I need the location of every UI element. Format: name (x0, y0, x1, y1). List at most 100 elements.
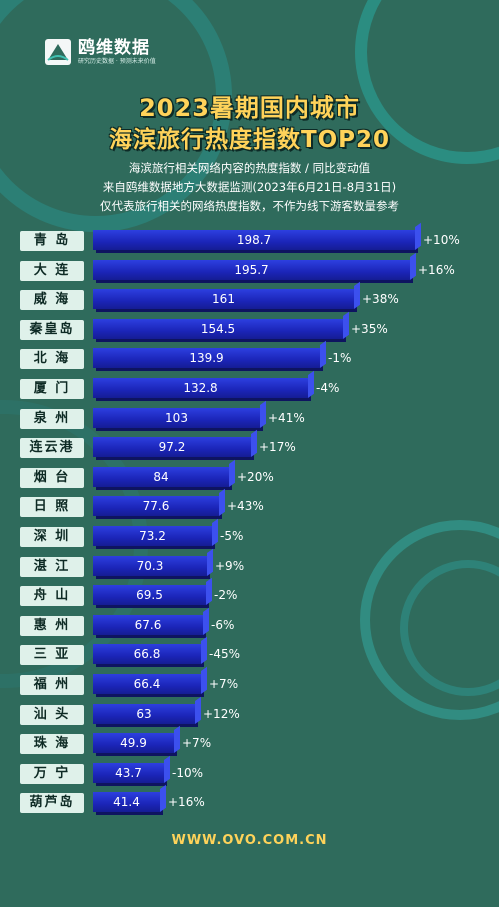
chart-row: 三 亚 66.8 -45% (0, 642, 499, 668)
chart-bar (93, 526, 212, 546)
city-label: 秦皇岛 (20, 319, 84, 340)
chart-row: 青 岛 198.7 +10% (0, 228, 499, 254)
logo-mark-icon (44, 38, 72, 66)
city-label: 日 照 (20, 497, 84, 518)
city-label: 葫芦岛 (20, 793, 84, 814)
bar-value-label: 103 (165, 410, 188, 425)
yoy-change-label: +43% (227, 499, 264, 514)
yoy-change-label: +16% (418, 262, 455, 277)
footer-url: WWW.OVO.COM.CN (171, 833, 328, 848)
bar-value-label: 66.8 (133, 647, 161, 662)
city-label: 厦 门 (20, 379, 84, 399)
yoy-change-label: -4% (316, 381, 340, 395)
yoy-change-label: -10% (172, 765, 204, 780)
chart-bar (93, 614, 203, 635)
chart-bar (93, 555, 207, 576)
chart-row: 湛 江 70.3 +9% (0, 554, 499, 580)
bar-value-label: 195.7 (234, 262, 269, 277)
city-label: 威 海 (20, 290, 84, 311)
yoy-change-label: +17% (259, 440, 296, 455)
chart-bar (93, 407, 260, 428)
bar-value-label: 97.2 (158, 440, 186, 455)
chart-bar (93, 289, 354, 310)
decor-ring (400, 560, 499, 696)
bar-value-label: 84 (153, 469, 169, 484)
chart-bar (93, 496, 219, 517)
bar-value-label: 70.3 (136, 558, 164, 573)
city-label: 福 州 (20, 675, 84, 695)
yoy-change-label: +9% (215, 558, 245, 573)
chart-row: 烟 台 84 +20% (0, 465, 499, 491)
yoy-change-label: +7% (182, 736, 212, 751)
chart-row: 连云港 97.2 +17% (0, 435, 499, 461)
city-label: 烟 台 (20, 467, 84, 488)
chart-row: 泉 州 103 +41% (0, 406, 499, 432)
page-title-line1: 2023暑期国内城市 (139, 94, 360, 122)
chart-row: 厦 门 132.8 -4% (0, 376, 499, 402)
yoy-change-label: +20% (237, 469, 274, 484)
chart-bar (93, 437, 251, 458)
chart-bar (93, 674, 201, 694)
bar-value-label: 49.9 (120, 736, 147, 751)
city-label: 珠 海 (20, 734, 84, 755)
city-label: 万 宁 (20, 763, 84, 784)
city-label: 惠 州 (20, 615, 84, 636)
bar-value-label: 139.9 (189, 351, 224, 366)
city-label: 舟 山 (20, 586, 84, 607)
yoy-change-label: +12% (203, 706, 240, 721)
yoy-change-label: -5% (220, 529, 244, 543)
chart-row: 惠 州 67.6 -6% (0, 613, 499, 639)
yoy-change-label: -45% (209, 647, 241, 662)
chart-row: 福 州 66.4 +7% (0, 672, 499, 698)
bar-value-label: 73.2 (139, 529, 166, 543)
yoy-change-label: +35% (351, 321, 388, 336)
page-title-line2: 海滨旅行热度指数TOP20 (108, 127, 391, 153)
bar-value-label: 161 (212, 292, 235, 307)
chart-row: 威 海 161 +38% (0, 287, 499, 313)
chart-bar (93, 644, 201, 665)
chart-bar (93, 259, 410, 280)
city-label: 泉 州 (20, 408, 84, 429)
bar-value-label: 67.6 (134, 617, 162, 632)
bar-value-label: 198.7 (236, 233, 272, 247)
chart-row: 秦皇岛 154.5 +35% (0, 317, 499, 343)
bar-value-label: 41.4 (113, 795, 140, 810)
chart-row: 珠 海 49.9 +7% (0, 731, 499, 757)
chart-row: 舟 山 69.5 -2% (0, 583, 499, 609)
brand-logo: 鸥维数据 研究历史数据 · 预测未来价值 (44, 38, 156, 66)
yoy-change-label: +10% (423, 233, 460, 247)
subtitle-line3: 仅代表旅行相关的网络热度指数，不作为线下游客数量参考 (100, 199, 399, 213)
chart-row: 万 宁 43.7 -10% (0, 761, 499, 787)
bar-value-label: 43.7 (115, 765, 142, 780)
yoy-change-label: -2% (214, 588, 238, 603)
city-label: 青 岛 (20, 231, 84, 251)
yoy-change-label: +38% (362, 292, 399, 307)
chart-row: 日 照 77.6 +43% (0, 494, 499, 520)
chart-bar (93, 792, 160, 813)
chart-bar (93, 318, 343, 339)
city-label: 汕 头 (20, 704, 84, 725)
chart-bar (93, 466, 229, 487)
yoy-change-label: -1% (328, 351, 352, 366)
city-label: 三 亚 (20, 645, 84, 666)
chart-bar (93, 762, 164, 783)
chart-bar (93, 348, 320, 369)
logo-name: 鸥维数据 (78, 38, 150, 58)
chart-row: 大 连 195.7 +16% (0, 258, 499, 284)
chart-row: 汕 头 63 +12% (0, 702, 499, 728)
chart-bar (93, 703, 195, 724)
bar-value-label: 77.6 (142, 499, 170, 514)
bar-value-label: 66.4 (133, 677, 161, 691)
bar-value-label: 69.5 (136, 588, 163, 603)
bar-value-label: 132.8 (183, 381, 218, 395)
city-label: 深 圳 (20, 527, 84, 547)
subtitle-line1: 海滨旅行相关网络内容的热度指数 / 同比变动值 (128, 161, 371, 175)
chart-bar (93, 585, 206, 606)
logo-slogan: 研究历史数据 · 预测未来价值 (78, 58, 156, 65)
yoy-change-label: +16% (168, 795, 205, 810)
bar-value-label: 63 (136, 706, 152, 721)
decor-ring (360, 520, 499, 720)
chart-bar (93, 230, 415, 250)
city-label: 大 连 (20, 260, 84, 281)
city-label: 连云港 (20, 438, 84, 459)
